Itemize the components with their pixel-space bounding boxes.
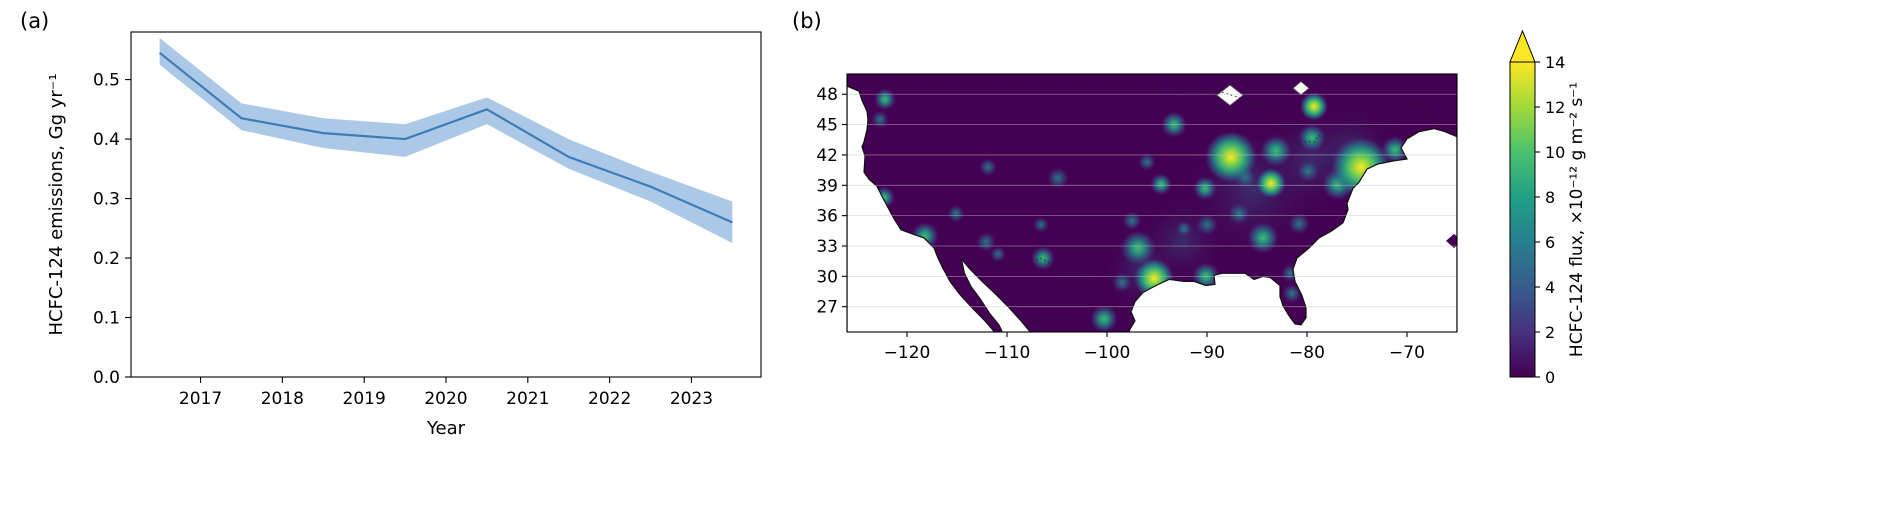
colorbar-tick-label: 4	[1545, 278, 1555, 297]
lon-tick-label: −80	[1289, 343, 1325, 363]
colorbar-label: HCFC-124 flux, ×10⁻¹² g m⁻² s⁻¹	[1567, 82, 1587, 357]
hotspot-oklahoma-city	[1122, 210, 1142, 231]
hotspot-kansas-city	[1150, 173, 1172, 196]
colorbar-tick-label: 6	[1545, 233, 1555, 252]
hotspot-nashville	[1228, 202, 1250, 225]
atlantic-gulf-of-mexico	[1128, 127, 1457, 332]
hotspot-st-louis	[1193, 176, 1217, 201]
masked-cell	[1216, 84, 1244, 106]
lat-tick-label: 42	[816, 146, 838, 166]
y-tick-label: 0.4	[93, 130, 120, 150]
hotspot-memphis	[1196, 213, 1218, 236]
y-tick-label: 0.1	[93, 309, 120, 329]
emissions-line	[158, 51, 733, 224]
lon-tick-label: −110	[984, 343, 1031, 363]
hotspot-chicago	[1205, 130, 1257, 183]
hotspot-salt-lake-city	[979, 158, 997, 177]
x-tick-label: 2018	[261, 389, 304, 409]
uncertainty-band	[159, 37, 733, 244]
lat-tick-label: 45	[816, 116, 838, 136]
mexico-border	[934, 249, 1136, 321]
colorbar-tick-label: 10	[1545, 143, 1565, 162]
lon-tick-label: −90	[1189, 343, 1225, 363]
hotspot-san-antonio	[1112, 272, 1132, 293]
lon-tick-label: −100	[1084, 343, 1131, 363]
colorbar-tick-label: 8	[1545, 188, 1555, 207]
hotspot-detroit	[1260, 134, 1292, 167]
colorbar-extend-arrow	[1509, 29, 1536, 63]
masked-cell	[1292, 81, 1310, 96]
map-frame	[846, 73, 1458, 333]
hotspot-central-florida	[1282, 283, 1302, 304]
lon-tick-label: −120	[884, 343, 931, 363]
hotspot-pittsburgh	[1297, 160, 1319, 183]
hotspot-el-paso	[1031, 246, 1055, 271]
emissions-plot-area: 2017 2018 2019 2020 2021 2022 2023 0.0 0.1 0.2 0.3…	[46, 31, 762, 439]
hotspot-seattle	[874, 88, 896, 111]
hotspot-albuquerque	[1033, 216, 1049, 233]
hotspot-monterrey	[1090, 304, 1118, 332]
lat-tick-label: 48	[816, 85, 838, 105]
hotspot-omaha	[1138, 153, 1156, 172]
hotspot-las-vegas	[947, 204, 965, 223]
colorbar-tick-label: 0	[1545, 368, 1555, 387]
colorbar-tick-label: 12	[1545, 98, 1565, 117]
lat-tick-label: 39	[816, 176, 838, 196]
x-tick-label: 2022	[588, 389, 631, 409]
colorbar-tick-label: 2	[1545, 323, 1555, 342]
x-tick-label: 2017	[179, 389, 222, 409]
x-tick-label: 2021	[506, 389, 549, 409]
hotspot-ohio-valley	[1256, 168, 1286, 199]
lon-tick-label: −70	[1389, 343, 1425, 363]
offshore-cell	[1446, 233, 1457, 248]
map-content	[847, 74, 1457, 332]
lat-tick-label: 27	[816, 298, 838, 318]
lat-tick-label: 30	[816, 267, 838, 287]
lat-tick-label: 33	[816, 237, 838, 257]
y-tick-label: 0.0	[93, 368, 120, 388]
y-tick-label: 0.2	[93, 249, 120, 269]
canada-border	[847, 83, 1443, 143]
hotspot-tucson	[990, 246, 1006, 263]
x-tick-label: 2019	[343, 389, 386, 409]
hotspot-ontario-quebec	[1300, 92, 1328, 121]
y-tick-label: 0.3	[93, 190, 120, 210]
hotspot-dallas	[1120, 230, 1156, 267]
hotspot-denver	[1047, 167, 1069, 190]
gulf-of-california	[960, 258, 1031, 332]
colorbar	[1509, 61, 1536, 378]
y-tick-label: 0.5	[93, 71, 120, 91]
x-axis-label: Year	[426, 418, 466, 439]
panel-b-label: (b)	[792, 9, 822, 33]
x-tick-label: 2023	[670, 389, 713, 409]
pacific-ocean	[847, 85, 995, 332]
panel-a-label: (a)	[20, 9, 49, 33]
colorbar-tick-label: 14	[1545, 53, 1565, 72]
hotspot-atlanta	[1247, 221, 1279, 254]
hotspot-toronto	[1298, 123, 1326, 152]
hotspot-phoenix	[976, 231, 996, 252]
hotspot-little-rock	[1176, 220, 1192, 237]
emissions-timeseries-chart: (a) 2017 2018 2019 2020 2021 2022 2023 0.0 0.1 0.…	[20, 9, 762, 439]
x-tick-label: 2020	[424, 389, 467, 409]
hotspot-charlotte	[1288, 212, 1310, 235]
hotspot-portland	[871, 110, 889, 129]
lat-tick-label: 36	[816, 207, 838, 227]
y-axis-label: HCFC-124 emissions, Gg yr⁻¹	[46, 73, 67, 335]
